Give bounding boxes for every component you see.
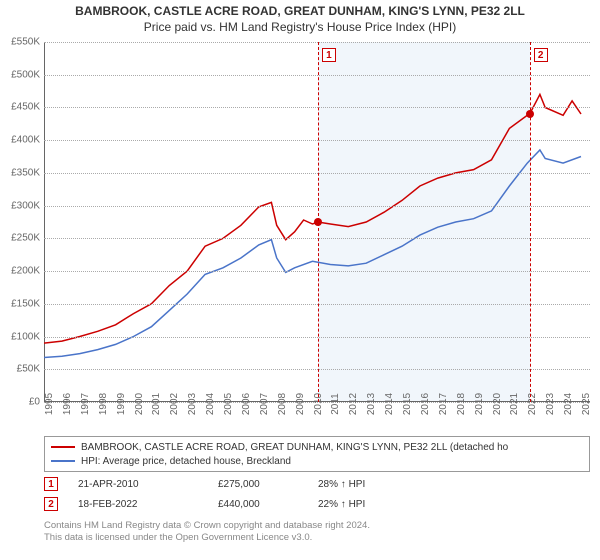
chart-container: BAMBROOK, CASTLE ACRE ROAD, GREAT DUNHAM…	[0, 0, 600, 560]
footer-line-1: Contains HM Land Registry data © Crown c…	[44, 520, 370, 532]
series-line	[44, 150, 581, 358]
legend-swatch	[51, 446, 75, 448]
y-tick-label: £50K	[17, 364, 40, 375]
sale-marker-dot	[314, 218, 322, 226]
sale-delta: 22% ↑ HPI	[318, 499, 418, 510]
x-tick-label: 2000	[134, 393, 145, 415]
legend: BAMBROOK, CASTLE ACRE ROAD, GREAT DUNHAM…	[44, 436, 590, 472]
x-tick-label: 2025	[581, 393, 592, 415]
y-tick-label: £0	[29, 397, 40, 408]
x-tick-label: 2005	[223, 393, 234, 415]
x-tick-label: 2021	[509, 393, 520, 415]
series-line	[44, 94, 581, 343]
footer-attribution: Contains HM Land Registry data © Crown c…	[44, 520, 370, 545]
footer-line-2: This data is licensed under the Open Gov…	[44, 532, 370, 544]
legend-swatch	[51, 460, 75, 462]
sale-row-badge: 1	[44, 477, 58, 491]
x-tick-label: 1997	[80, 393, 91, 415]
x-tick-label: 2018	[456, 393, 467, 415]
x-tick-label: 2002	[169, 393, 180, 415]
x-tick-label: 2013	[366, 393, 377, 415]
x-tick-label: 2001	[151, 393, 162, 415]
x-tick-label: 2017	[438, 393, 449, 415]
y-tick-label: £300K	[11, 200, 40, 211]
x-tick-label: 1998	[98, 393, 109, 415]
sale-marker-dot	[526, 110, 534, 118]
legend-item: HPI: Average price, detached house, Brec…	[51, 454, 583, 468]
sale-price: £275,000	[218, 479, 298, 490]
x-tick-label: 2020	[492, 393, 503, 415]
sale-row: 1 21-APR-2010 £275,000 28% ↑ HPI	[44, 474, 590, 494]
x-tick-label: 2019	[474, 393, 485, 415]
legend-item: BAMBROOK, CASTLE ACRE ROAD, GREAT DUNHAM…	[51, 440, 583, 454]
x-tick-label: 2015	[402, 393, 413, 415]
x-tick-label: 2023	[545, 393, 556, 415]
x-tick-label: 2011	[330, 393, 341, 415]
y-tick-label: £350K	[11, 167, 40, 178]
x-tick-label: 1996	[62, 393, 73, 415]
x-tick-label: 2003	[187, 393, 198, 415]
chart-plot-area: £0£50K£100K£150K£200K£250K£300K£350K£400…	[44, 42, 590, 402]
sale-marker-line	[530, 42, 531, 402]
title-sub: Price paid vs. HM Land Registry's House …	[0, 18, 600, 38]
y-tick-label: £150K	[11, 298, 40, 309]
y-tick-label: £450K	[11, 102, 40, 113]
legend-label: HPI: Average price, detached house, Brec…	[81, 456, 291, 467]
sale-delta: 28% ↑ HPI	[318, 479, 418, 490]
sale-marker-badge: 1	[322, 48, 336, 62]
x-tick-label: 2024	[563, 393, 574, 415]
x-tick-label: 1999	[116, 393, 127, 415]
sale-date: 18-FEB-2022	[78, 499, 198, 510]
x-tick-label: 2006	[241, 393, 252, 415]
sale-row: 2 18-FEB-2022 £440,000 22% ↑ HPI	[44, 494, 590, 514]
sales-table: 1 21-APR-2010 £275,000 28% ↑ HPI 2 18-FEB-202…	[44, 474, 590, 514]
y-tick-label: £100K	[11, 331, 40, 342]
sale-row-badge: 2	[44, 497, 58, 511]
legend-label: BAMBROOK, CASTLE ACRE ROAD, GREAT DUNHAM…	[81, 442, 508, 453]
sale-price: £440,000	[218, 499, 298, 510]
y-tick-label: £250K	[11, 233, 40, 244]
sale-date: 21-APR-2010	[78, 479, 198, 490]
x-tick-label: 2014	[384, 393, 395, 415]
y-tick-label: £200K	[11, 266, 40, 277]
x-tick-label: 2008	[277, 393, 288, 415]
y-tick-label: £550K	[11, 37, 40, 48]
x-tick-label: 2012	[348, 393, 359, 415]
x-tick-label: 1995	[44, 393, 55, 415]
x-tick-label: 2009	[295, 393, 306, 415]
x-tick-label: 2016	[420, 393, 431, 415]
y-tick-label: £500K	[11, 69, 40, 80]
sale-marker-badge: 2	[534, 48, 548, 62]
title-main: BAMBROOK, CASTLE ACRE ROAD, GREAT DUNHAM…	[0, 0, 600, 18]
x-tick-label: 2004	[205, 393, 216, 415]
x-tick-label: 2007	[259, 393, 270, 415]
y-tick-label: £400K	[11, 135, 40, 146]
